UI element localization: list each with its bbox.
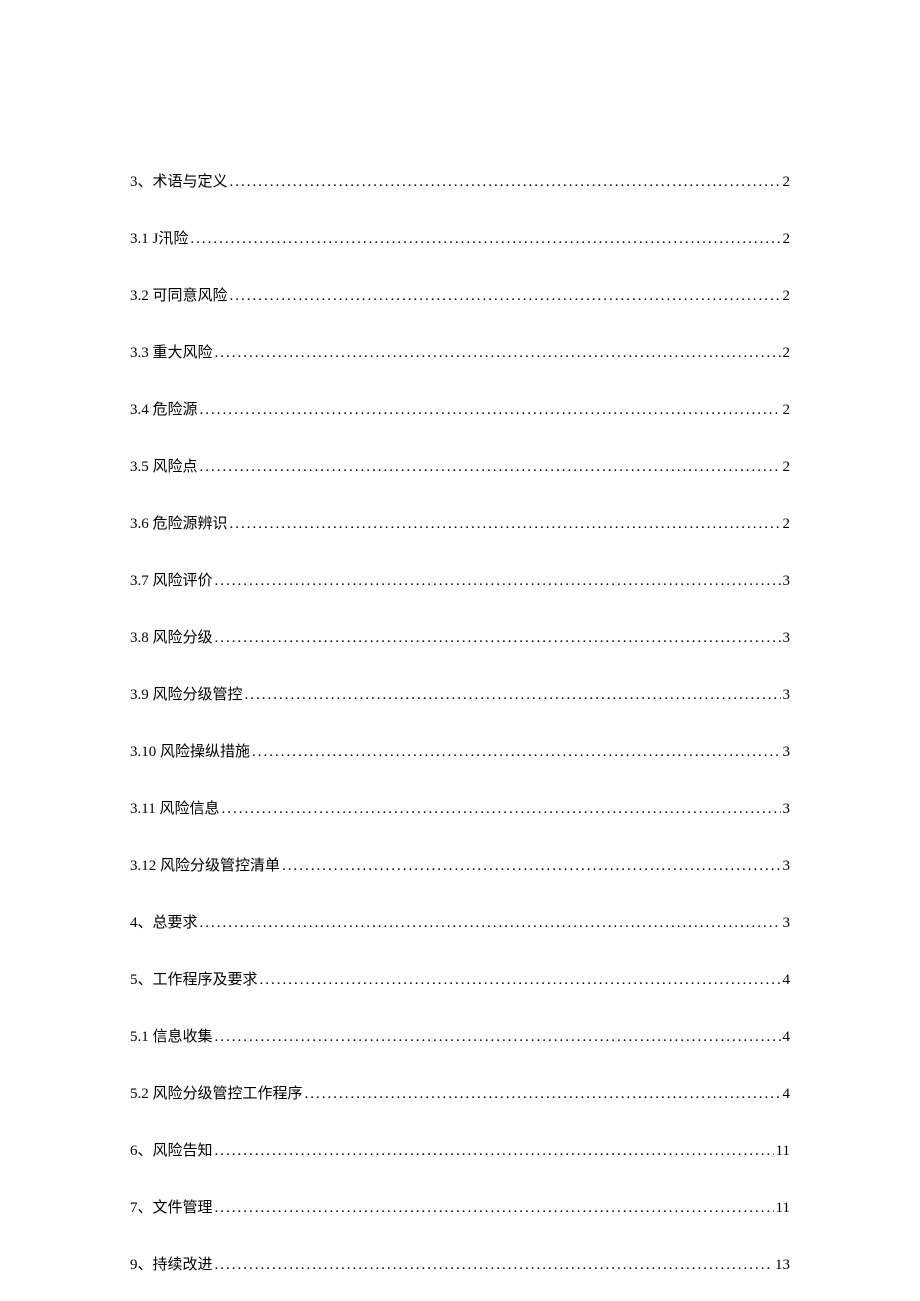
toc-entry: 3.7 风险评价 3: [130, 569, 790, 590]
toc-label: 3.7 风险评价: [130, 569, 213, 590]
toc-label: 3、术语与定义: [130, 170, 228, 191]
toc-entry: 3.11 风险信息 3: [130, 797, 790, 818]
toc-dots: [230, 516, 781, 533]
toc-entry: 4、总要求 3: [130, 911, 790, 932]
toc-label: 4、总要求: [130, 911, 198, 932]
toc-entry: 3.4 危险源 2: [130, 398, 790, 419]
toc-page: 3: [783, 687, 791, 704]
toc-dots: [215, 1257, 773, 1274]
toc-label: 3.8 风险分级: [130, 626, 213, 647]
toc-dots: [215, 1200, 774, 1217]
toc-label: 6、风险告知: [130, 1139, 213, 1160]
toc-entry: 3.1 J汛险 2: [130, 227, 790, 248]
toc-entry: 3.9 风险分级管控 3: [130, 683, 790, 704]
toc-dots: [282, 858, 780, 875]
toc-dots: [215, 630, 781, 647]
toc-page: 13: [775, 1257, 790, 1274]
toc-label: 5.1 信息收集: [130, 1025, 213, 1046]
toc-label: 3.4 危险源: [130, 398, 198, 419]
toc-entry: 3.3 重大风险 2: [130, 341, 790, 362]
toc-entry: 3.2 可同意风险 2: [130, 284, 790, 305]
toc-label: 3.10 风险操纵措施: [130, 740, 250, 761]
toc-entry: 6、风险告知 11: [130, 1139, 790, 1160]
toc-page: 3: [783, 915, 791, 932]
toc-label: 3.11 风险信息: [130, 797, 219, 818]
toc-label: 5.2 风险分级管控工作程序: [130, 1082, 303, 1103]
toc-label: 3.6 危险源辨识: [130, 512, 228, 533]
toc-dots: [215, 1029, 781, 1046]
toc-page: 3: [783, 630, 791, 647]
toc-dots: [190, 231, 780, 248]
toc-entry: 5、工作程序及要求 4: [130, 968, 790, 989]
toc-entry: 3、术语与定义 2: [130, 170, 790, 191]
toc-entry: 3.8 风险分级 3: [130, 626, 790, 647]
toc-dots: [200, 459, 781, 476]
toc-page: 3: [783, 801, 791, 818]
toc-page: 2: [783, 288, 791, 305]
toc-label: 3.2 可同意风险: [130, 284, 228, 305]
toc-dots: [260, 972, 781, 989]
toc-entry: 3.6 危险源辨识 2: [130, 512, 790, 533]
toc-dots: [252, 744, 780, 761]
toc-dots: [215, 1143, 774, 1160]
toc-entry: 9、持续改进 13: [130, 1253, 790, 1274]
toc-entry: 5.1 信息收集 4: [130, 1025, 790, 1046]
toc-entry: 5.2 风险分级管控工作程序 4: [130, 1082, 790, 1103]
toc-label: 3.9 风险分级管控: [130, 683, 243, 704]
toc-page: 2: [783, 459, 791, 476]
toc-label: 3.1 J汛险: [130, 227, 188, 248]
toc-label: 9、持续改进: [130, 1253, 213, 1274]
toc-page: 3: [783, 858, 791, 875]
toc-dots: [215, 573, 781, 590]
toc-label: 7、文件管理: [130, 1196, 213, 1217]
toc-page: 11: [776, 1200, 790, 1217]
toc-entry: 7、文件管理 11: [130, 1196, 790, 1217]
toc-dots: [221, 801, 780, 818]
toc-label: 5、工作程序及要求: [130, 968, 258, 989]
toc-dots: [245, 687, 781, 704]
toc-dots: [305, 1086, 781, 1103]
toc-dots: [200, 915, 781, 932]
toc-dots: [230, 174, 781, 191]
toc-container: 3、术语与定义 2 3.1 J汛险 2 3.2 可同意风险 2 3.3 重大风险…: [0, 0, 920, 1274]
toc-page: 2: [783, 231, 791, 248]
toc-dots: [200, 402, 781, 419]
toc-label: 3.12 风险分级管控清单: [130, 854, 280, 875]
toc-entry: 3.12 风险分级管控清单 3: [130, 854, 790, 875]
toc-page: 2: [783, 516, 791, 533]
toc-dots: [230, 288, 781, 305]
toc-page: 3: [783, 573, 791, 590]
toc-page: 4: [783, 972, 791, 989]
toc-entry: 3.10 风险操纵措施 3: [130, 740, 790, 761]
toc-page: 4: [783, 1086, 791, 1103]
toc-page: 3: [783, 744, 791, 761]
toc-page: 2: [783, 402, 791, 419]
toc-label: 3.3 重大风险: [130, 341, 213, 362]
toc-entry: 3.5 风险点 2: [130, 455, 790, 476]
toc-page: 2: [783, 174, 791, 191]
toc-page: 4: [783, 1029, 791, 1046]
toc-dots: [215, 345, 781, 362]
toc-page: 11: [776, 1143, 790, 1160]
toc-page: 2: [783, 345, 791, 362]
toc-label: 3.5 风险点: [130, 455, 198, 476]
